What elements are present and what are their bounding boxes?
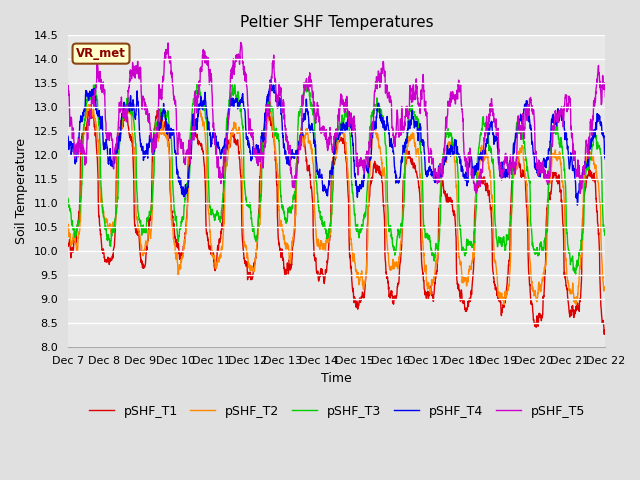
pSHF_T1 [235,150,243,156]
pSHF_T4 [573,202,581,208]
pSHF_T1 [600,332,608,337]
pSHF_T4 [439,167,447,173]
pSHF_T5 [64,88,72,94]
Line: pSHF_T2: pSHF_T2 [68,102,605,305]
pSHF_T3 [302,80,310,86]
pSHF_T5 [508,171,515,177]
pSHF_T2 [508,206,515,212]
pSHF_T4 [235,101,243,107]
pSHF_T2 [439,158,447,164]
pSHF_T2 [64,224,72,230]
Line: pSHF_T4: pSHF_T4 [68,80,605,205]
pSHF_T4 [64,133,72,139]
pSHF_T1 [86,102,94,108]
pSHF_T2 [500,302,508,308]
pSHF_T3 [235,93,243,98]
pSHF_T3 [602,228,609,234]
pSHF_T1 [508,186,515,192]
pSHF_T5 [468,168,476,174]
pSHF_T3 [572,271,580,277]
pSHF_T1 [439,179,447,184]
Line: pSHF_T1: pSHF_T1 [68,105,605,335]
pSHF_T2 [235,130,243,136]
pSHF_T5 [577,191,584,196]
pSHF_T1 [405,149,413,155]
pSHF_T1 [468,288,476,293]
pSHF_T4 [468,157,476,163]
pSHF_T4 [508,161,515,167]
pSHF_T1 [64,243,72,249]
pSHF_T3 [508,210,515,216]
pSHF_T3 [439,154,447,160]
pSHF_T5 [439,165,447,171]
pSHF_T5 [235,51,243,57]
pSHF_T4 [266,77,274,83]
pSHF_T1 [439,180,447,186]
pSHF_T4 [405,118,413,124]
pSHF_T2 [266,99,274,105]
pSHF_T2 [602,287,609,292]
Line: pSHF_T3: pSHF_T3 [68,83,605,274]
pSHF_T3 [405,117,413,122]
pSHF_T2 [468,260,476,266]
pSHF_T3 [64,195,72,201]
pSHF_T5 [237,39,244,45]
pSHF_T2 [439,162,447,168]
pSHF_T3 [439,151,447,157]
pSHF_T4 [439,163,447,169]
pSHF_T3 [468,244,476,250]
Legend: pSHF_T1, pSHF_T2, pSHF_T3, pSHF_T4, pSHF_T5: pSHF_T1, pSHF_T2, pSHF_T3, pSHF_T4, pSHF… [83,400,590,423]
X-axis label: Time: Time [321,372,352,385]
pSHF_T4 [602,156,609,162]
pSHF_T2 [405,137,413,143]
Text: VR_met: VR_met [76,47,126,60]
Y-axis label: Soil Temperature: Soil Temperature [15,138,28,244]
Line: pSHF_T5: pSHF_T5 [68,42,605,193]
pSHF_T5 [405,111,413,117]
pSHF_T1 [602,330,609,336]
pSHF_T5 [439,155,447,161]
Title: Peltier SHF Temperatures: Peltier SHF Temperatures [240,15,433,30]
pSHF_T5 [602,94,609,100]
